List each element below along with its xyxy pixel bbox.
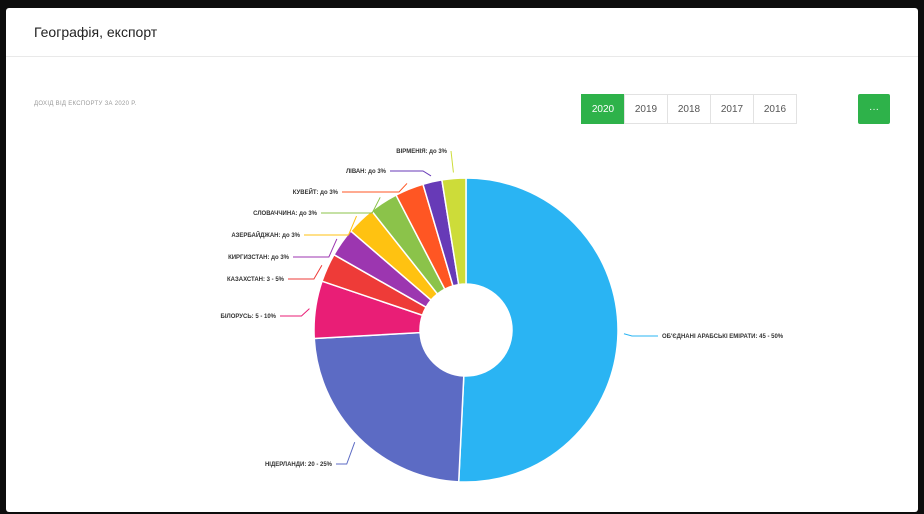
label-connector-8 bbox=[390, 170, 432, 177]
label-connector-1 bbox=[336, 441, 356, 465]
slice-label-5: АЗЕРБАЙДЖАН: до 3% bbox=[231, 231, 300, 239]
year-button-2016[interactable]: 2016 bbox=[753, 94, 797, 124]
donut-chart: ОБ'ЄДНАНІ АРАБСЬКІ ЕМІРАТИ: 45 - 50% НІДЕ… bbox=[221, 149, 784, 483]
year-selector: 2020 2019 2018 2017 2016 bbox=[581, 94, 797, 124]
year-button-2017[interactable]: 2017 bbox=[710, 94, 754, 124]
label-connector-7 bbox=[342, 183, 408, 193]
slice-label-3: КАЗАХСТАН: 3 - 5% bbox=[227, 277, 285, 283]
year-button-2018[interactable]: 2018 bbox=[667, 94, 711, 124]
label-connector-2 bbox=[280, 308, 310, 317]
slice-label-4: КИРГИЗСТАН: до 3% bbox=[228, 255, 290, 261]
label-connector-4 bbox=[293, 238, 338, 258]
chart-subtitle: ДОХІД ВІД ЕКСПОРТУ ЗА 2020 Р. bbox=[34, 101, 137, 107]
export-geography-card: Географія, експорт ДОХІД ВІД ЕКСПОРТУ ЗА… bbox=[6, 8, 918, 512]
slice-label-9: ВІРМЕНІЯ: до 3% bbox=[396, 149, 447, 155]
label-connector-6 bbox=[321, 197, 381, 214]
year-button-2019[interactable]: 2019 bbox=[624, 94, 668, 124]
slice-label-0: ОБ'ЄДНАНІ АРАБСЬКІ ЕМІРАТИ: 45 - 50% bbox=[662, 334, 784, 340]
slice-label-7: КУВЕЙТ: до 3% bbox=[293, 188, 339, 196]
slice-label-6: СЛОВАЧЧИНА: до 3% bbox=[253, 211, 318, 217]
label-connector-9 bbox=[450, 150, 454, 173]
slice-label-8: ЛІВАН: до 3% bbox=[346, 169, 387, 175]
card-title: Географія, експорт bbox=[6, 8, 918, 57]
pie-slice-0[interactable] bbox=[457, 177, 619, 483]
slice-label-1: НІДЕРЛАНДИ: 20 - 25% bbox=[265, 462, 333, 468]
slice-label-2: БІЛОРУСЬ: 5 - 10% bbox=[221, 314, 277, 320]
label-connector-0 bbox=[623, 333, 658, 337]
label-connector-5 bbox=[304, 215, 357, 236]
year-button-2020[interactable]: 2020 bbox=[581, 94, 625, 124]
pie-slice-1[interactable] bbox=[313, 331, 465, 483]
label-connector-3 bbox=[288, 264, 323, 280]
pie-slice-9[interactable] bbox=[441, 177, 467, 286]
more-options-button[interactable]: ··· bbox=[858, 94, 890, 124]
